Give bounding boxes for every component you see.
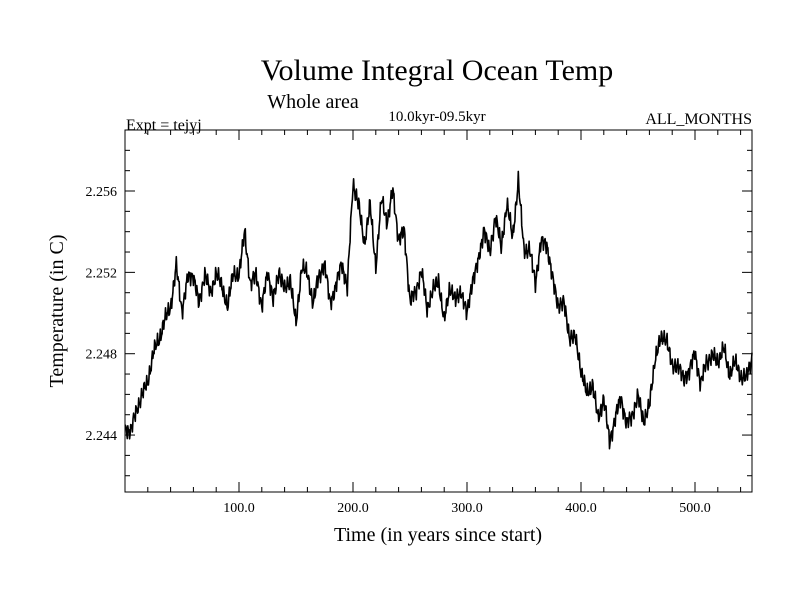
y-tick-label: 2.256	[86, 185, 118, 200]
x-tick-label: 100.0	[223, 501, 255, 516]
x-tick-label: 300.0	[451, 501, 483, 516]
y-tick-label: 2.252	[86, 266, 118, 281]
period-label: 10.0kyr-09.5kyr	[388, 109, 485, 125]
x-axis-title: Time (in years since start)	[334, 524, 542, 546]
axis-ticks	[125, 129, 752, 492]
experiment-label: Expt = tejyj	[126, 117, 202, 134]
y-tick-label: 2.248	[86, 348, 118, 363]
x-tick-label: 500.0	[679, 501, 711, 516]
chart-subtitle: Whole area	[267, 91, 359, 113]
x-tick-label: 400.0	[565, 501, 597, 516]
y-axis-title: Temperature (in C)	[46, 235, 68, 388]
months-label: ALL_MONTHS	[645, 111, 752, 128]
x-tick-label: 200.0	[337, 501, 369, 516]
plot-frame	[124, 129, 753, 493]
temperature-series-line	[124, 170, 753, 450]
y-tick-label: 2.244	[86, 429, 118, 444]
axis-tick-labels: 100.0 200.0 300.0 400.0 500.0 2.244 2.248 2.252…	[86, 185, 711, 516]
chart-title: Volume Integral Ocean Temp	[261, 54, 614, 87]
